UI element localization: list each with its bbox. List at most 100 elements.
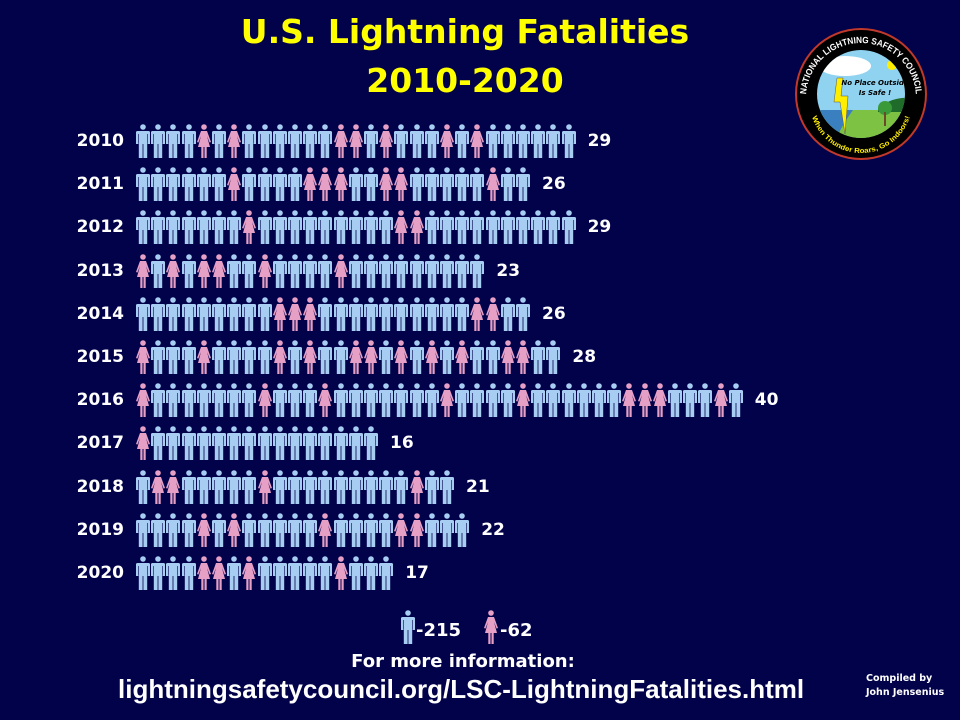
female-person-icon: [333, 556, 348, 590]
male-person-icon: [242, 383, 257, 418]
male-person-icon: [181, 167, 196, 202]
female-person-icon: [136, 383, 150, 418]
male-person-icon: [136, 512, 150, 547]
female-person-icon: [257, 253, 272, 288]
male-person-icon: [364, 383, 378, 418]
male-person-icon: [409, 253, 424, 288]
male-person-icon: [212, 512, 226, 547]
female-person-icon: [272, 340, 287, 374]
male-person-icon: [364, 296, 378, 331]
male-person-icon: [424, 512, 439, 547]
male-person-icon: [227, 340, 242, 374]
female-person-icon: [713, 383, 728, 418]
male-person-icon: [288, 383, 302, 418]
male-person-icon: [181, 426, 196, 461]
male-person-icon: [440, 512, 454, 547]
female-person-icon: [166, 469, 181, 504]
info-url-link[interactable]: lightningsafetycouncil.org/LSC-Lightning…: [118, 674, 805, 704]
male-person-icon: [440, 469, 454, 504]
male-person-icon: [424, 296, 439, 331]
male-person-icon: [531, 340, 546, 374]
male-person-icon: [409, 124, 424, 158]
male-person-icon: [151, 210, 166, 245]
year-label: 2012: [76, 217, 124, 238]
female-person-icon: [303, 296, 318, 331]
female-person-icon: [409, 469, 424, 504]
fatality-count-label: 29: [587, 217, 612, 238]
male-person-icon: [440, 210, 454, 245]
fatality-count-label: 21: [466, 476, 490, 497]
nlsc-logo: No Place Outside Is Safe ! NATIONAL LIGH…: [795, 28, 927, 160]
male-person-icon: [379, 253, 394, 288]
male-person-icon: [440, 253, 454, 288]
male-person-icon: [470, 167, 485, 202]
male-person-icon: [303, 556, 318, 590]
male-person-icon: [288, 426, 302, 461]
female-person-icon: [440, 383, 454, 418]
male-person-icon: [196, 167, 211, 202]
male-person-icon: [440, 167, 454, 202]
male-person-icon: [440, 296, 454, 331]
compiled-by-label: Compiled by: [866, 673, 933, 684]
male-person-icon: [151, 426, 166, 461]
male-person-icon: [318, 469, 333, 504]
male-person-icon: [424, 383, 439, 418]
male-person-icon: [136, 167, 150, 202]
male-person-icon: [288, 210, 302, 245]
chart-title-line1: U.S. Lightning Fatalities: [240, 12, 690, 51]
male-person-icon: [364, 253, 378, 288]
male-person-icon: [257, 556, 272, 590]
female-person-icon: [196, 124, 211, 158]
male-person-icon: [136, 296, 150, 331]
female-person-icon: [348, 124, 363, 158]
male-person-icon: [288, 469, 302, 504]
fatality-count-label: 28: [572, 347, 597, 367]
male-person-icon: [303, 253, 318, 288]
male-person-icon: [409, 167, 424, 202]
female-person-icon: [440, 124, 454, 158]
male-person-icon: [227, 426, 242, 461]
female-person-icon: [485, 296, 500, 331]
male-person-icon: [212, 469, 226, 504]
male-person-icon: [288, 167, 302, 202]
fatality-count-label: 29: [587, 131, 612, 151]
male-person-icon: [409, 340, 424, 374]
male-person-icon: [151, 340, 166, 374]
female-person-icon: [242, 210, 257, 245]
male-person-icon: [348, 383, 363, 418]
male-person-icon: [181, 296, 196, 331]
year-label: 2017: [76, 433, 124, 454]
male-person-icon: [227, 210, 242, 245]
male-person-icon: [227, 253, 242, 288]
year-label: 2011: [76, 174, 124, 195]
female-person-icon: [257, 383, 272, 418]
male-person-icon: [561, 210, 576, 245]
male-person-icon: [531, 383, 546, 418]
male-person-icon: [196, 296, 211, 331]
male-person-icon: [318, 253, 333, 288]
female-person-icon: [470, 296, 485, 331]
male-person-icon: [196, 426, 211, 461]
male-person-icon: [470, 210, 485, 245]
year-label: 2019: [76, 519, 124, 540]
male-person-icon: [333, 426, 348, 461]
male-person-icon: [470, 253, 485, 288]
male-person-icon: [242, 124, 257, 158]
male-person-icon: [348, 469, 363, 504]
female-person-icon: [379, 124, 394, 158]
male-person-icon: [181, 124, 196, 158]
female-person-icon: [318, 383, 333, 418]
male-person-icon: [348, 253, 363, 288]
female-person-icon: [257, 469, 272, 504]
fatality-count-label: 17: [405, 563, 429, 583]
year-label: 2016: [76, 390, 124, 411]
male-person-icon: [181, 512, 196, 547]
year-label: 2014: [76, 303, 124, 324]
male-person-icon: [227, 383, 242, 418]
female-person-icon: [318, 512, 333, 547]
male-person-icon: [318, 556, 333, 590]
male-person-icon: [698, 383, 713, 418]
female-person-icon: [288, 296, 302, 331]
male-person-icon: [196, 210, 211, 245]
male-person-icon: [272, 124, 287, 158]
